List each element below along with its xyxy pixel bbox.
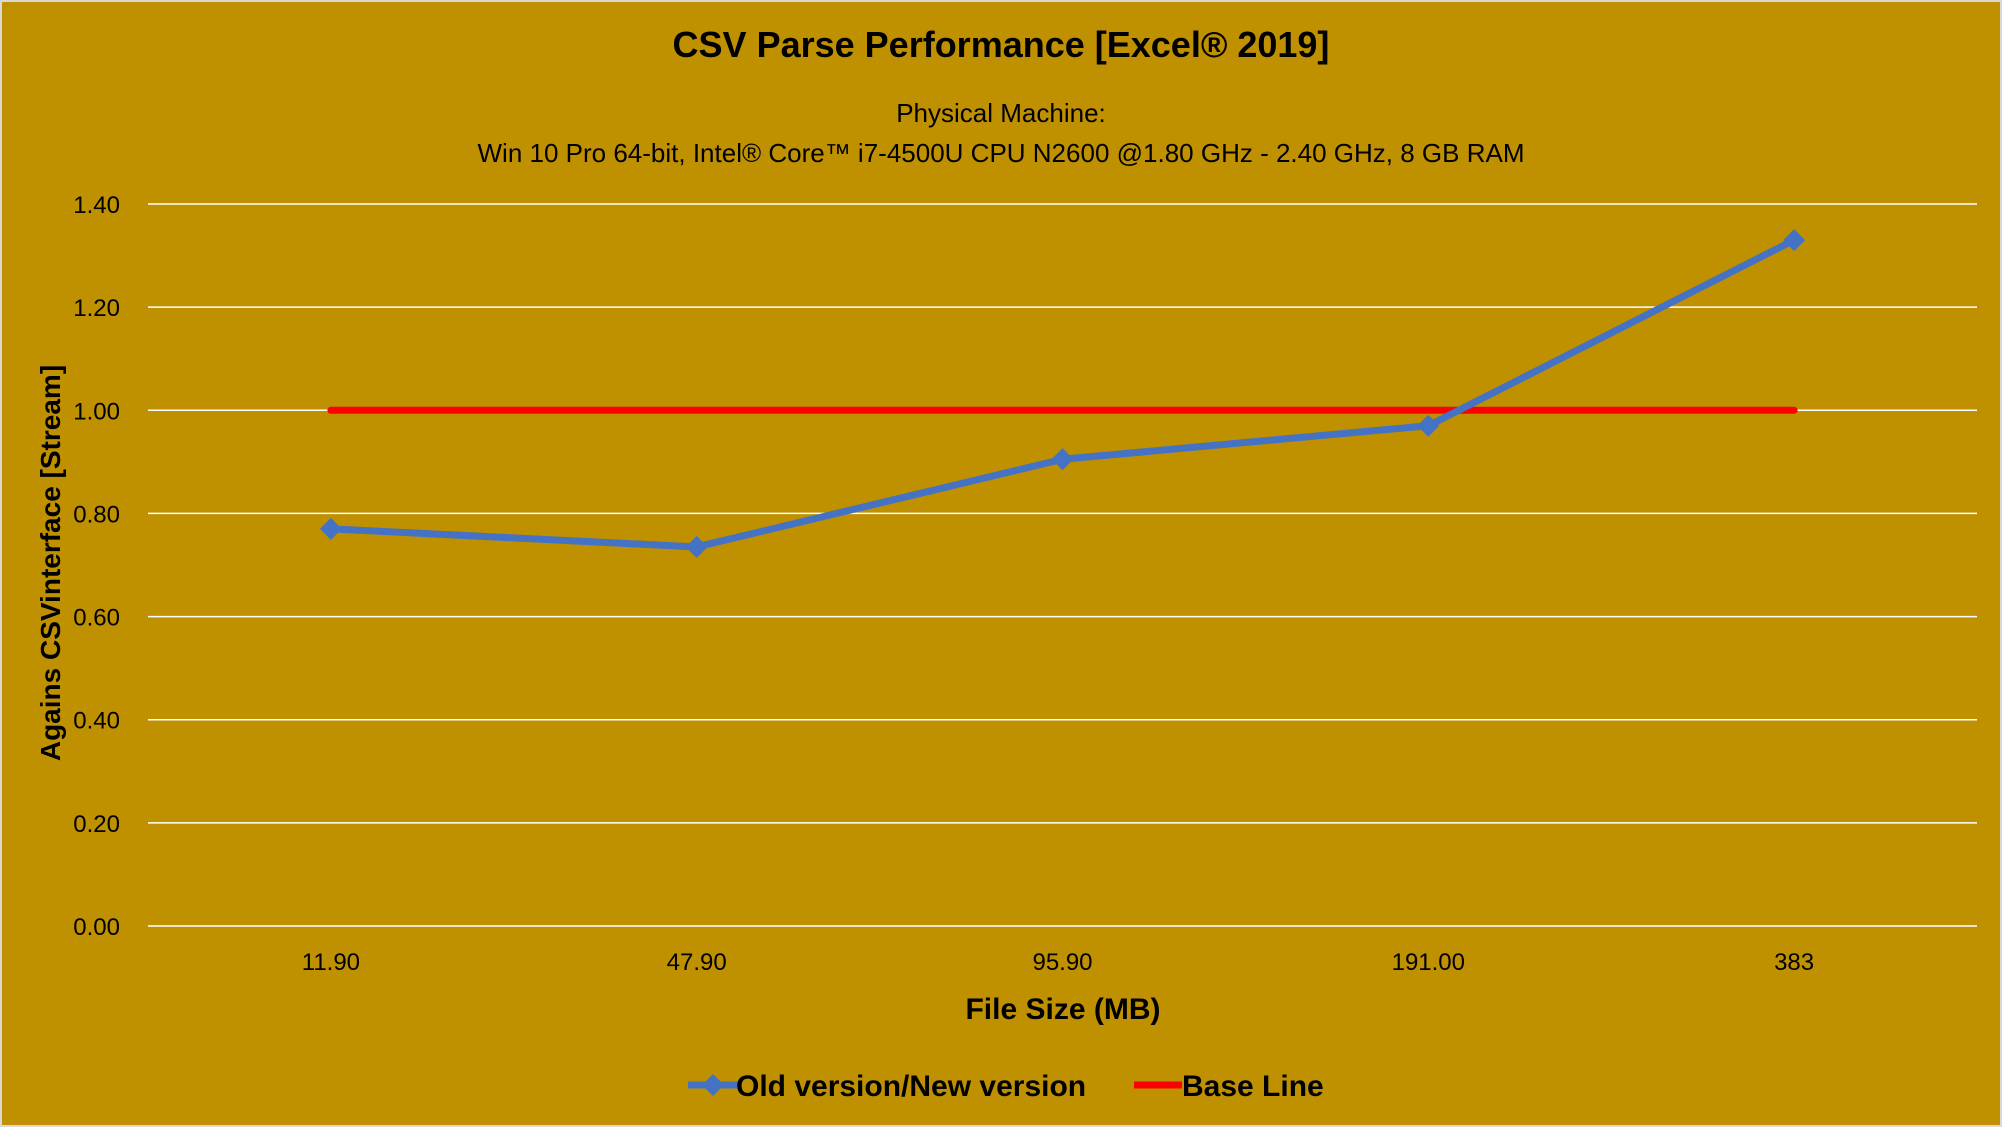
y-tick-label: 1.20 [73,295,120,322]
x-axis-tick-labels: 11.90 47.90 95.90 191.00 383 [302,949,1814,976]
y-tick-label: 1.00 [73,398,120,425]
chart-subtitle-line-2: Win 10 Pro 64-bit, Intel® Core™ i7-4500U… [478,138,1525,168]
y-tick-label: 0.00 [73,914,120,941]
data-point-marker [1051,448,1074,471]
plot-series [319,229,1806,558]
x-tick-label: 191.00 [1392,949,1465,976]
chart-title: CSV Parse Performance [Excel® 2019] [673,24,1330,65]
data-point-marker [1783,229,1806,252]
y-tick-label: 0.80 [73,501,120,528]
data-point-marker [685,535,708,558]
legend-label: Base Line [1182,1070,1324,1103]
legend: Old version/New version Base Line [688,1070,1324,1103]
y-tick-label: 0.40 [73,708,120,735]
x-tick-label: 47.90 [667,949,727,976]
data-point-marker [1417,414,1440,437]
x-tick-label: 383 [1774,949,1814,976]
chart-subtitle-line-1: Physical Machine: [896,98,1106,128]
x-tick-label: 11.90 [302,949,360,976]
x-axis-title: File Size (MB) [965,993,1160,1026]
y-tick-label: 1.40 [73,192,120,219]
y-axis-tick-labels: 0.00 0.20 0.40 0.60 0.80 1.00 1.20 1.40 [73,192,120,941]
y-tick-label: 0.60 [73,605,120,632]
x-tick-label: 95.90 [1032,949,1092,976]
data-point-marker [319,517,342,540]
y-axis-title: Agains CSVinterface [Stream] [35,365,66,761]
legend-swatch-marker [702,1074,724,1096]
y-tick-label: 0.20 [73,811,120,838]
legend-label: Old version/New version [736,1070,1086,1103]
